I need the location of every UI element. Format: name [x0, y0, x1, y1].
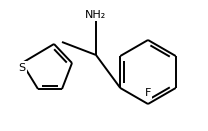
Text: F: F	[145, 88, 151, 98]
Text: S: S	[19, 63, 26, 73]
Text: NH₂: NH₂	[85, 10, 107, 20]
